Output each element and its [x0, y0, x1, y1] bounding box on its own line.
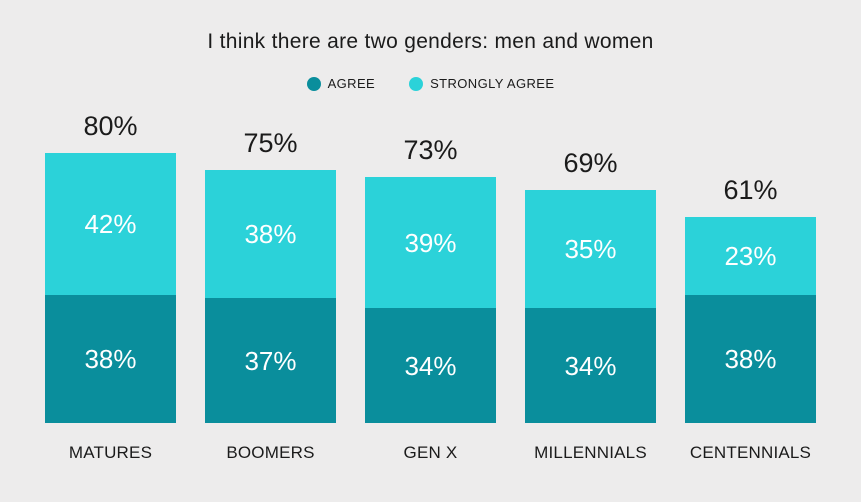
agree-swatch-icon: [306, 76, 321, 91]
category-label: BOOMERS: [226, 443, 315, 462]
bar-group: 73% 39% 34% GEN X: [365, 137, 496, 461]
bar-group: 69% 35% 34% MILLENNIALS: [525, 150, 656, 461]
agree-segment: 34%: [365, 308, 496, 423]
strongly-agree-value: 38%: [244, 219, 297, 250]
stacked-bar: 23% 38%: [685, 217, 816, 423]
stacked-bar: 38% 37%: [205, 170, 336, 423]
legend: AGREE STRONGLY AGREE: [0, 76, 861, 91]
total-label: 61%: [723, 175, 778, 206]
strongly-agree-segment: 38%: [205, 170, 336, 299]
agree-segment: 38%: [685, 294, 816, 423]
stacked-bar: 35% 34%: [525, 190, 656, 423]
chart-title: I think there are two genders: men and w…: [207, 30, 654, 53]
agree-value: 34%: [404, 350, 457, 381]
strongly-agree-value: 39%: [404, 227, 457, 258]
agree-segment: 37%: [205, 298, 336, 423]
agree-value: 37%: [244, 345, 297, 376]
agree-value: 38%: [84, 343, 137, 374]
legend-item-agree: AGREE: [306, 76, 376, 91]
legend-label-strongly-agree: STRONGLY AGREE: [430, 76, 555, 91]
plot-area: 80% 42% 38% MATURES 75% 38% 37% BOOMERS …: [0, 113, 861, 461]
strongly-agree-segment: 35%: [525, 190, 656, 309]
strongly-agree-segment: 42%: [45, 153, 176, 295]
strongly-agree-segment: 23%: [685, 217, 816, 295]
total-label: 73%: [403, 135, 458, 165]
bar-group: 80% 42% 38% MATURES: [45, 113, 176, 461]
stacked-bar: 39% 34%: [365, 177, 496, 423]
stacked-bar: 42% 38%: [45, 153, 176, 423]
strongly-agree-value: 23%: [724, 241, 777, 272]
bar-group: 75% 38% 37% BOOMERS: [205, 130, 336, 461]
agree-segment: 34%: [525, 308, 656, 423]
total-label: 75%: [243, 128, 298, 159]
legend-item-strongly-agree: STRONGLY AGREE: [409, 76, 554, 91]
category-label: CENTENNIALS: [689, 443, 812, 462]
bar-group: 61% 23% 38% CENTENNIALS: [685, 177, 816, 461]
agree-value: 38%: [724, 343, 777, 374]
agree-value: 34%: [564, 350, 617, 381]
agree-segment: 38%: [45, 294, 176, 423]
total-label: 69%: [563, 148, 618, 179]
category-label: MILLENNIALS: [534, 443, 647, 462]
strongly-agree-value: 42%: [84, 209, 137, 240]
strongly-agree-segment: 39%: [365, 177, 496, 309]
category-label: GEN X: [403, 443, 458, 462]
total-label: 80%: [83, 111, 138, 142]
legend-label-agree: AGREE: [327, 76, 376, 91]
strongly-agree-swatch-icon: [409, 76, 424, 91]
category-label: MATURES: [68, 443, 153, 462]
strongly-agree-value: 35%: [564, 234, 617, 265]
